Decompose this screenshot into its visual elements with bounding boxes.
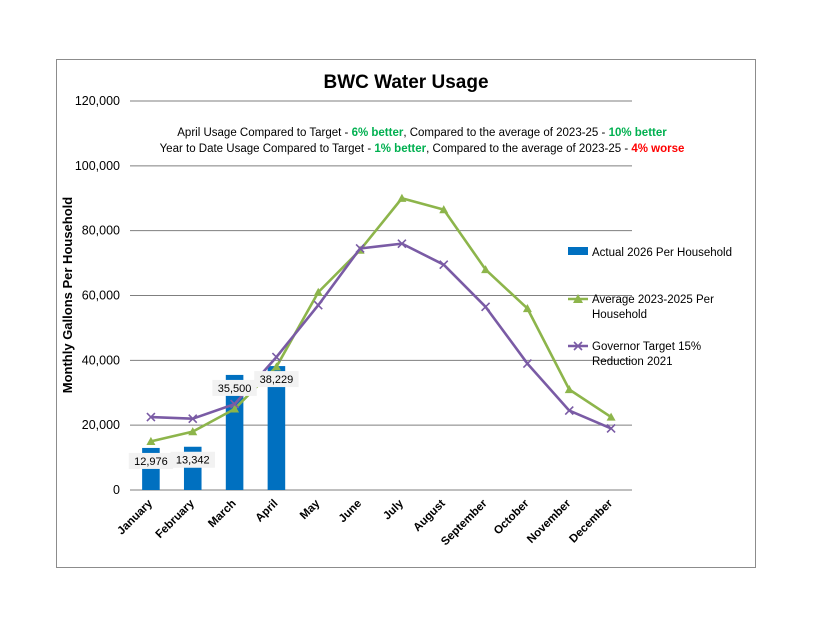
x-marker xyxy=(230,399,240,409)
legend-marker xyxy=(573,341,583,351)
x-tick-label: May xyxy=(298,497,323,522)
x-marker xyxy=(355,243,365,254)
data-label-box xyxy=(212,379,257,396)
y-tick-label: 100,000 xyxy=(75,159,120,173)
x-tick-label: August xyxy=(411,498,448,535)
legend-label: Governor Target 15% Reduction 2021 xyxy=(592,341,701,368)
y-tick-label: 20,000 xyxy=(82,418,120,432)
legend: Actual 2026 Per Household Average 2023-20… xyxy=(568,247,732,368)
bar xyxy=(267,366,286,490)
x-marker xyxy=(188,414,198,424)
annotation-segment: 1% better xyxy=(374,143,426,155)
x-tick-label: March xyxy=(206,498,238,530)
annotation-line: Year to Date Usage Compared to Target - … xyxy=(160,143,685,155)
data-label-box xyxy=(254,371,299,388)
x-tick-label: September xyxy=(439,497,490,548)
y-axis-ticks: 0 20,000 40,000 60,000 80,000 100,000 120,000 xyxy=(75,94,120,497)
y-tick-label: 60,000 xyxy=(82,289,120,303)
x-tick-label: February xyxy=(154,497,198,541)
triangle-marker xyxy=(188,427,198,436)
triangle-marker xyxy=(146,436,156,445)
x-marker xyxy=(439,260,449,270)
annotation-line: April Usage Compared to Target - 6% bett… xyxy=(177,127,667,139)
y-tick-label: 120,000 xyxy=(75,94,120,108)
triangle-marker xyxy=(439,205,449,214)
x-marker xyxy=(606,423,616,433)
x-tick-label: November xyxy=(525,497,574,546)
triangle-marker xyxy=(313,287,323,296)
series-line xyxy=(150,242,612,430)
x-marker xyxy=(146,412,156,422)
legend-marker xyxy=(573,294,583,303)
data-label-box xyxy=(128,452,174,469)
triangle-marker xyxy=(271,362,281,371)
annotations: April Usage Compared to Target - 6% bett… xyxy=(160,127,685,155)
data-label-box xyxy=(170,451,215,468)
x-tick-label: December xyxy=(567,497,615,545)
data-label: 35,500 xyxy=(218,383,252,395)
annotation-segment: April Usage Compared to Target - xyxy=(177,127,351,139)
line-series xyxy=(146,193,616,445)
x-tick-label: April xyxy=(254,498,281,525)
x-tick-label: June xyxy=(337,498,364,525)
x-tick-label: October xyxy=(492,497,532,537)
legend-label-line: Actual 2026 Per Household xyxy=(592,247,732,259)
data-label: 38,229 xyxy=(260,374,294,386)
x-marker xyxy=(522,359,532,369)
y-axis-label: Monthly Gallons Per Household xyxy=(60,197,75,394)
triangle-marker xyxy=(564,385,574,394)
series-line xyxy=(150,196,612,443)
x-marker xyxy=(564,406,574,416)
bar-data-labels: 12,976 13,342 35,500 38,229 xyxy=(128,371,299,469)
triangle-marker xyxy=(481,265,491,274)
gridlines xyxy=(130,100,632,491)
x-marker xyxy=(397,239,407,249)
x-marker xyxy=(271,352,281,362)
x-tick-label: July xyxy=(381,497,406,522)
x-marker xyxy=(313,300,323,310)
legend-label: Actual 2026 Per Household xyxy=(592,247,732,259)
annotation-segment: Year to Date Usage Compared to Target - xyxy=(160,143,375,155)
annotation-segment: 10% better xyxy=(609,127,668,139)
chart-frame xyxy=(56,59,756,568)
triangle-marker xyxy=(397,193,407,202)
triangle-marker xyxy=(606,412,616,421)
legend-label-line: Average 2023-2025 Per xyxy=(592,294,714,306)
annotation-segment: , Compared to the average of 2023-25 - xyxy=(426,143,631,155)
data-label: 12,976 xyxy=(134,456,168,468)
annotation-segment: 4% worse xyxy=(631,143,684,155)
annotation-segment: 6% better xyxy=(352,127,404,139)
x-tick-label: January xyxy=(115,497,155,537)
legend-label-line: Reduction 2021 xyxy=(592,356,673,368)
annotation-segment: , Compared to the average of 2023-25 - xyxy=(403,127,608,139)
triangle-marker xyxy=(522,303,532,313)
chart-title: BWC Water Usage xyxy=(323,72,488,93)
legend-swatch xyxy=(568,247,588,255)
legend-label-line: Household xyxy=(592,309,647,321)
legend-label: Average 2023-2025 Per Household xyxy=(592,294,714,321)
y-tick-label: 40,000 xyxy=(82,353,120,367)
legend-label-line: Governor Target 15% xyxy=(592,341,701,353)
x-marker xyxy=(481,302,491,312)
y-tick-label: 80,000 xyxy=(82,224,120,238)
data-label: 13,342 xyxy=(176,455,210,467)
y-tick-label: 0 xyxy=(113,483,120,497)
triangle-marker xyxy=(230,404,240,413)
